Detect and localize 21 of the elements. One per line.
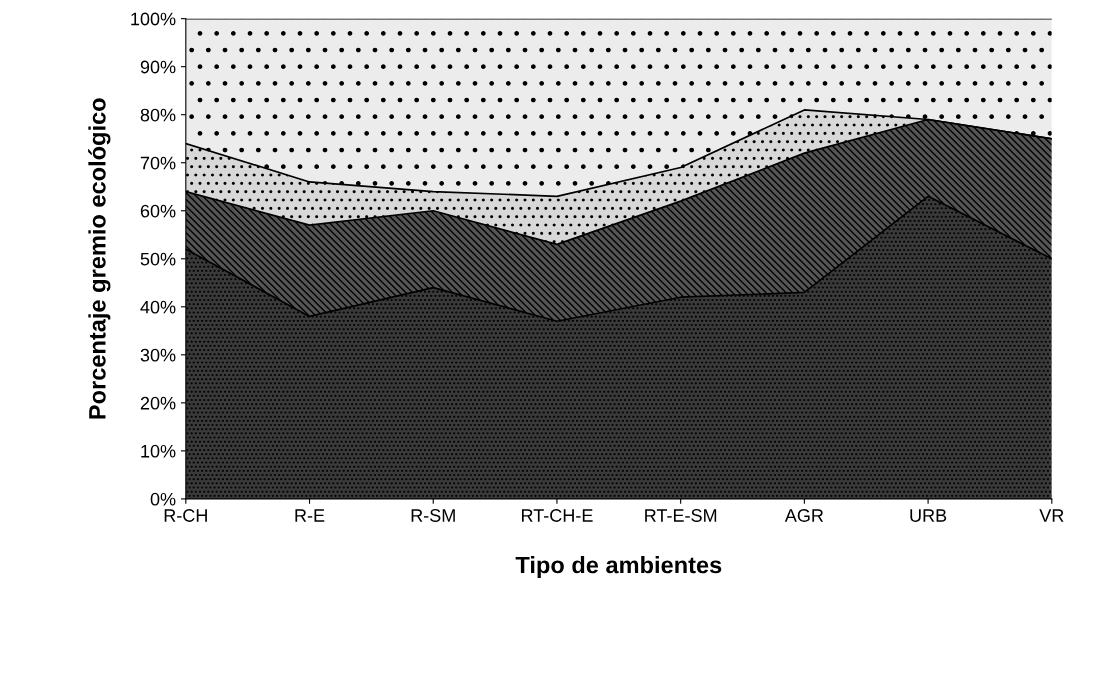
y-tick-label: 30% [140, 348, 176, 362]
x-axis-title: Tipo de ambientes [515, 556, 722, 579]
y-tick-label: 0% [150, 492, 176, 506]
y-tick-label: 60% [140, 204, 176, 218]
y-tick-label: 40% [140, 300, 176, 314]
y-tick-label: 50% [140, 252, 176, 266]
y-tick-label: 20% [140, 396, 176, 410]
x-tick-label: R-E [295, 509, 325, 522]
y-tick-label: 100% [131, 12, 176, 26]
x-tick-label: R-SM [411, 509, 455, 522]
y-tick-label: 10% [141, 444, 176, 458]
y-tick-label: 80% [140, 108, 176, 122]
y-axis-title: Porcentaje gremio ecológico [88, 98, 111, 419]
x-tick-label: URB [910, 509, 947, 522]
y-tick-label: 70% [140, 156, 176, 170]
y-tick-label: 90% [140, 60, 176, 74]
x-tick-label: VR [1039, 509, 1064, 522]
x-tick-label: AGR [784, 509, 824, 522]
x-tick-label: RT-E-SM [645, 509, 717, 522]
x-tick-label: R-CH [164, 509, 207, 522]
x-tick-label: RT-CH-E [521, 509, 593, 522]
